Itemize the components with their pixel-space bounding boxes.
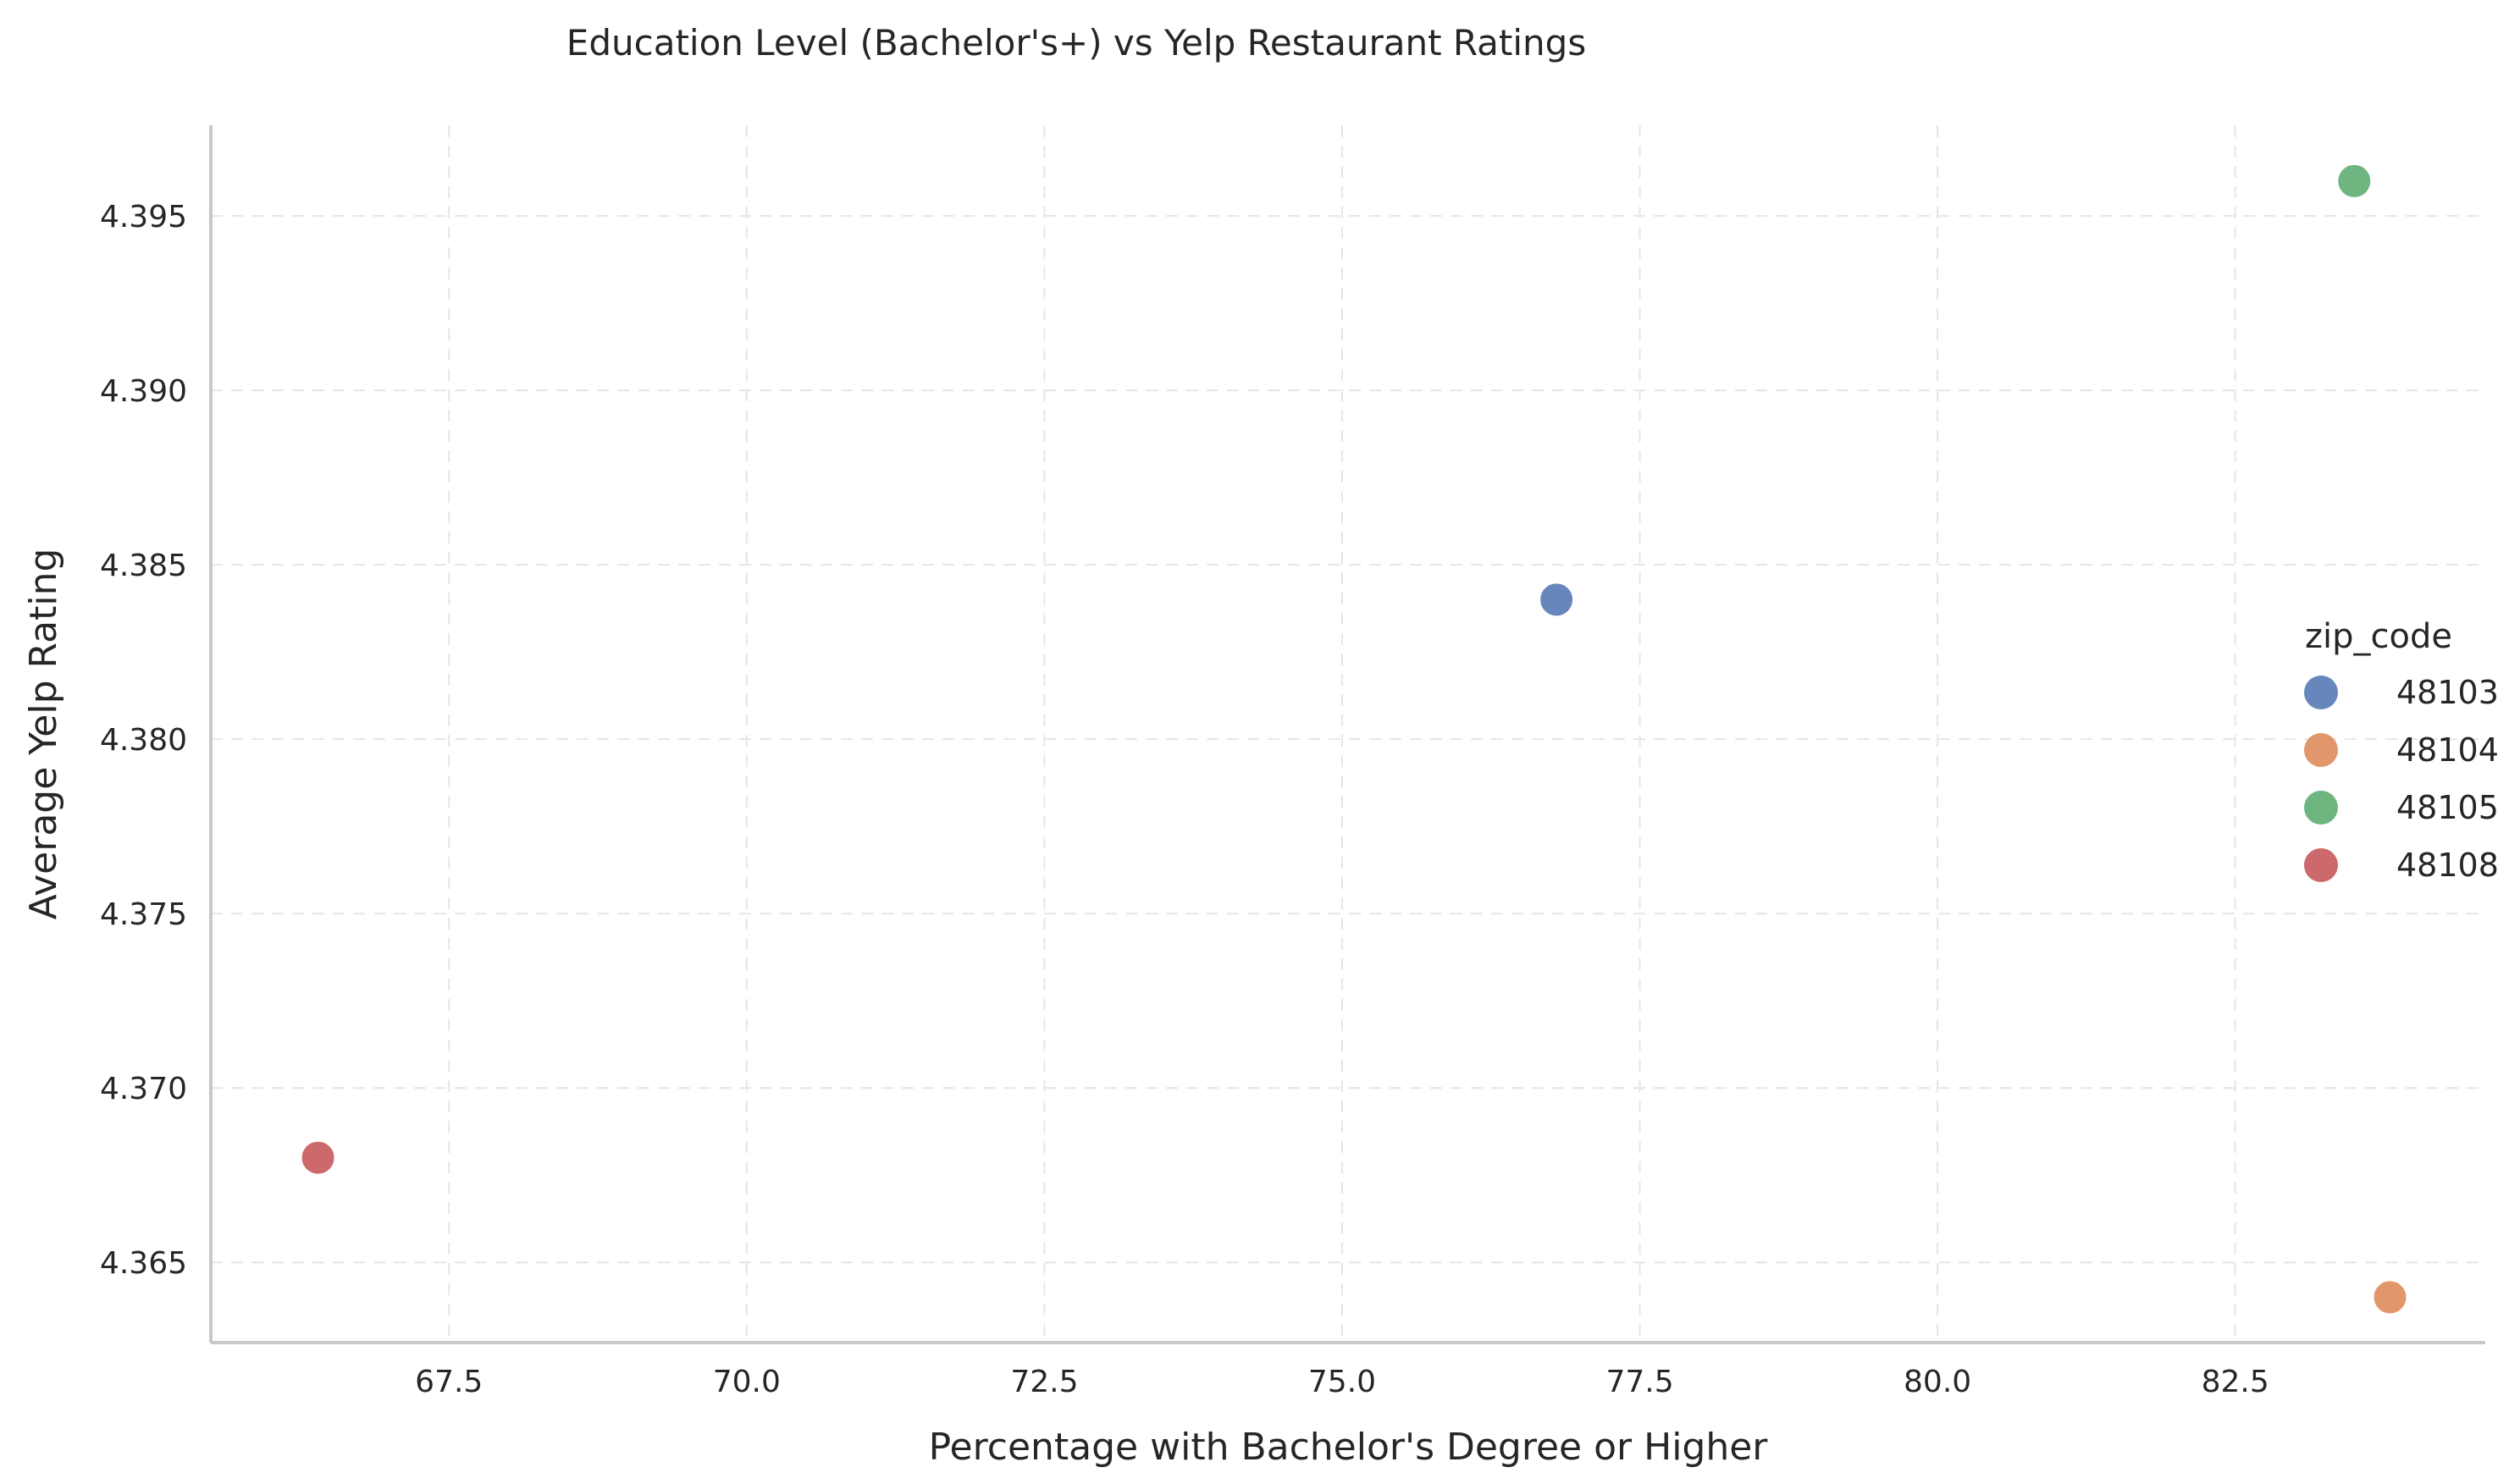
x-tick-label: 72.5 — [1010, 1365, 1078, 1399]
x-tick-label: 82.5 — [2202, 1365, 2269, 1399]
y-tick-label: 4.390 — [100, 374, 187, 409]
x-axis-label: Percentage with Bachelor's Degree or Hig… — [929, 1426, 1769, 1469]
legend-items: 48103 48104 48105 48108 — [2304, 674, 2499, 884]
data-point-48104 — [2372, 1279, 2408, 1316]
legend-label-48104: 48104 — [2396, 731, 2499, 769]
legend-label-48105: 48105 — [2396, 789, 2499, 826]
y-tick-labels: 4.365 4.370 4.375 4.380 4.385 4.390 4.395 — [100, 200, 187, 1281]
legend-marker-48104 — [2304, 733, 2338, 767]
y-tick-label: 4.365 — [100, 1246, 187, 1281]
chart-title: Education Level (Bachelor's+) vs Yelp Re… — [566, 22, 1586, 63]
legend-label-48108: 48108 — [2396, 847, 2499, 884]
y-tick-label: 4.385 — [100, 549, 187, 583]
x-tick-label: 77.5 — [1605, 1365, 1673, 1399]
legend-label-48103: 48103 — [2396, 674, 2499, 711]
y-tick-label: 4.380 — [100, 723, 187, 758]
legend-marker-48103 — [2304, 676, 2338, 709]
legend-marker-48108 — [2304, 848, 2338, 882]
data-points — [300, 163, 2408, 1316]
x-tick-label: 75.0 — [1308, 1365, 1376, 1399]
data-point-48103 — [1539, 582, 1575, 618]
y-axis-label: Average Yelp Rating — [22, 549, 65, 920]
x-tick-labels: 67.5 70.0 72.5 75.0 77.5 80.0 82.5 — [415, 1365, 2269, 1399]
axes-spines — [209, 125, 2485, 1344]
x-tick-label: 67.5 — [415, 1365, 483, 1399]
data-point-48105 — [2336, 163, 2373, 199]
legend: zip_code 48103 48104 48105 48108 — [2304, 617, 2499, 884]
y-tick-label: 4.395 — [100, 200, 187, 234]
grid — [211, 125, 2485, 1343]
x-tick-label: 80.0 — [1904, 1365, 1971, 1399]
data-point-48108 — [300, 1139, 336, 1176]
y-tick-label: 4.375 — [100, 897, 187, 932]
legend-title: zip_code — [2305, 617, 2452, 656]
y-tick-label: 4.370 — [100, 1072, 187, 1106]
x-tick-label: 70.0 — [713, 1365, 781, 1399]
legend-marker-48105 — [2304, 791, 2338, 825]
